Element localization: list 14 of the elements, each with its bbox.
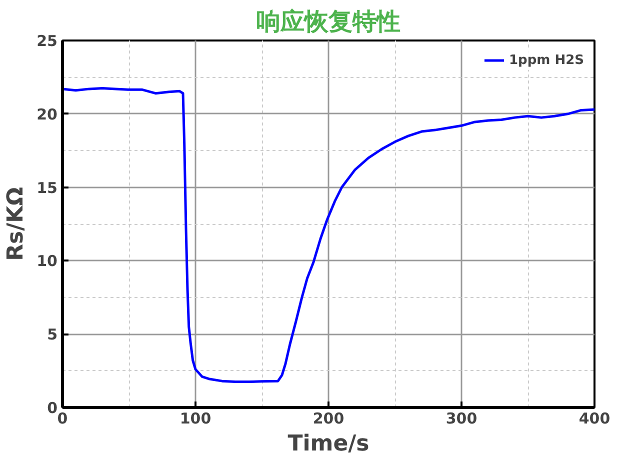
line-series: [62, 86, 594, 384]
x-axis-title: Time/s: [288, 432, 370, 456]
y-axis-title: Rs/KΩ: [4, 186, 29, 261]
y-tick-label: 20: [36, 105, 58, 124]
y-tick-label: 5: [47, 326, 58, 344]
y-tick-label: 10: [36, 252, 58, 270]
x-tick-label: 100: [180, 410, 212, 428]
x-tick-label: 300: [446, 410, 478, 428]
legend-label: 1ppm H2S: [508, 52, 584, 68]
y-tick-label: 25: [36, 32, 58, 50]
x-tick-label: 200: [312, 410, 344, 428]
chart-title: 响应恢复特性: [256, 8, 400, 36]
x-tick-label: 400: [578, 410, 610, 428]
y-tick-label: 15: [36, 178, 58, 197]
